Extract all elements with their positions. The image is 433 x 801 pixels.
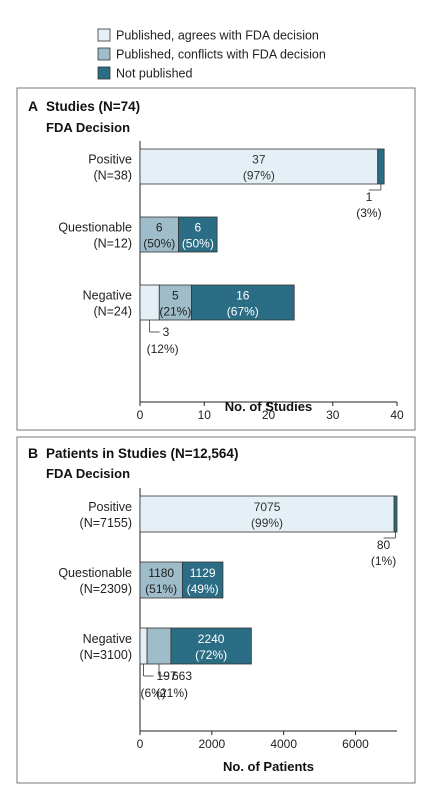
callout-percent-label: (3%)	[356, 206, 381, 220]
bar-percent-label: (50%)	[143, 237, 175, 251]
callout-value-label: 3	[163, 325, 170, 339]
bar-segment	[139, 561, 183, 599]
panel-b-title: Patients in Studies (N=12,564)	[46, 446, 238, 461]
x-axis-title: No. of Studies	[225, 399, 312, 414]
legend-swatch-conflicts	[97, 47, 111, 61]
x-axis-title: No. of Patients	[223, 759, 314, 774]
bar-percent-label: (99%)	[251, 516, 283, 530]
bar-percent-label: (49%)	[187, 582, 219, 596]
callout-value-label: 663	[172, 669, 192, 683]
panel-a-heading: A Studies (N=74) FDA Decision	[28, 98, 140, 135]
panel-b-plot: 0 2000 4000 6000 No. of Patients Positive (N=7…	[58, 488, 398, 774]
x-tick-label: 4000	[270, 737, 297, 751]
panel-b-letter: B	[28, 445, 38, 461]
bar-value-label: 5	[172, 289, 179, 303]
bar-percent-label: (97%)	[243, 169, 275, 183]
category-n-label: (N=2309)	[80, 582, 132, 596]
bar-value-label: 6	[194, 221, 201, 235]
bar-segment	[146, 627, 172, 665]
bar-segment	[190, 284, 295, 321]
panel-b-frame	[16, 436, 416, 784]
category-n-label: (N=7155)	[80, 516, 132, 530]
bar-value-label: 16	[236, 289, 250, 303]
bar-value-label: 6	[156, 221, 163, 235]
bar-value-label: 2240	[198, 632, 225, 646]
callout-value-label: 1	[366, 190, 373, 204]
bar-percent-label: (72%)	[195, 648, 227, 662]
callout-percent-label: (12%)	[147, 342, 179, 356]
callout-percent-label: (6%)	[141, 686, 166, 700]
category-label: Positive	[88, 153, 132, 167]
panel-a-frame	[16, 87, 416, 431]
category-n-label: (N=3100)	[80, 648, 132, 662]
category-label: Negative	[83, 289, 132, 303]
x-tick-label: 2000	[198, 737, 225, 751]
bar-value-label: 37	[252, 153, 266, 167]
category-n-label: (N=12)	[93, 237, 132, 251]
legend-label-agrees: Published, agrees with FDA decision	[116, 29, 319, 43]
category-label: Questionable	[58, 221, 132, 235]
panel-b-heading: B Patients in Studies (N=12,564) FDA Dec…	[28, 445, 238, 481]
bar-percent-label: (51%)	[145, 582, 177, 596]
x-tick-label: 6000	[342, 737, 369, 751]
legend: Published, agrees with FDA decision Publ…	[97, 28, 326, 81]
category-label: Positive	[88, 500, 132, 514]
bar-segment	[139, 495, 395, 533]
bar-percent-label: (21%)	[159, 305, 191, 319]
bar-segment	[139, 284, 160, 321]
bar-segment	[393, 495, 398, 533]
bar-segment	[139, 216, 179, 253]
bar-segment	[178, 216, 218, 253]
bar-segment	[139, 627, 148, 665]
bar-value-label: 1129	[190, 566, 216, 580]
category-n-label: (N=38)	[93, 169, 132, 183]
x-tick-label: 10	[198, 408, 212, 422]
bar-value-label: 7075	[254, 500, 281, 514]
bar-segment	[377, 148, 385, 185]
panel-a-title: Studies (N=74)	[46, 99, 140, 114]
bar-segment	[158, 284, 192, 321]
legend-label-not-published: Not published	[116, 67, 192, 81]
legend-swatch-agrees	[97, 28, 111, 42]
callout-value-label: 80	[377, 538, 391, 552]
callout-percent-label: (21%)	[156, 686, 188, 700]
panel-a-letter: A	[28, 98, 38, 114]
legend-swatch-not-published	[97, 66, 111, 80]
category-n-label: (N=24)	[93, 305, 132, 319]
callout-percent-label: (1%)	[371, 554, 396, 568]
bar-value-label: 1180	[148, 566, 174, 580]
x-tick-label: 0	[137, 737, 144, 751]
bar-segment	[170, 627, 252, 665]
bar-percent-label: (67%)	[227, 305, 259, 319]
x-tick-label: 40	[390, 408, 404, 422]
x-tick-label: 30	[326, 408, 340, 422]
x-tick-label: 20	[262, 408, 276, 422]
legend-label-conflicts: Published, conflicts with FDA decision	[116, 48, 326, 62]
bar-segment	[139, 148, 379, 185]
bar-segment	[181, 561, 224, 599]
bar-percent-label: (50%)	[182, 237, 214, 251]
panel-a-plot: 0 10 20 30 40 No. of Studies Positive (N=38) 37 (…	[58, 141, 404, 422]
panel-b-subtitle: FDA Decision	[46, 466, 130, 481]
panel-a-subtitle: FDA Decision	[46, 120, 130, 135]
x-tick-label: 0	[137, 408, 144, 422]
category-label: Negative	[83, 632, 132, 646]
category-label: Questionable	[58, 566, 132, 580]
